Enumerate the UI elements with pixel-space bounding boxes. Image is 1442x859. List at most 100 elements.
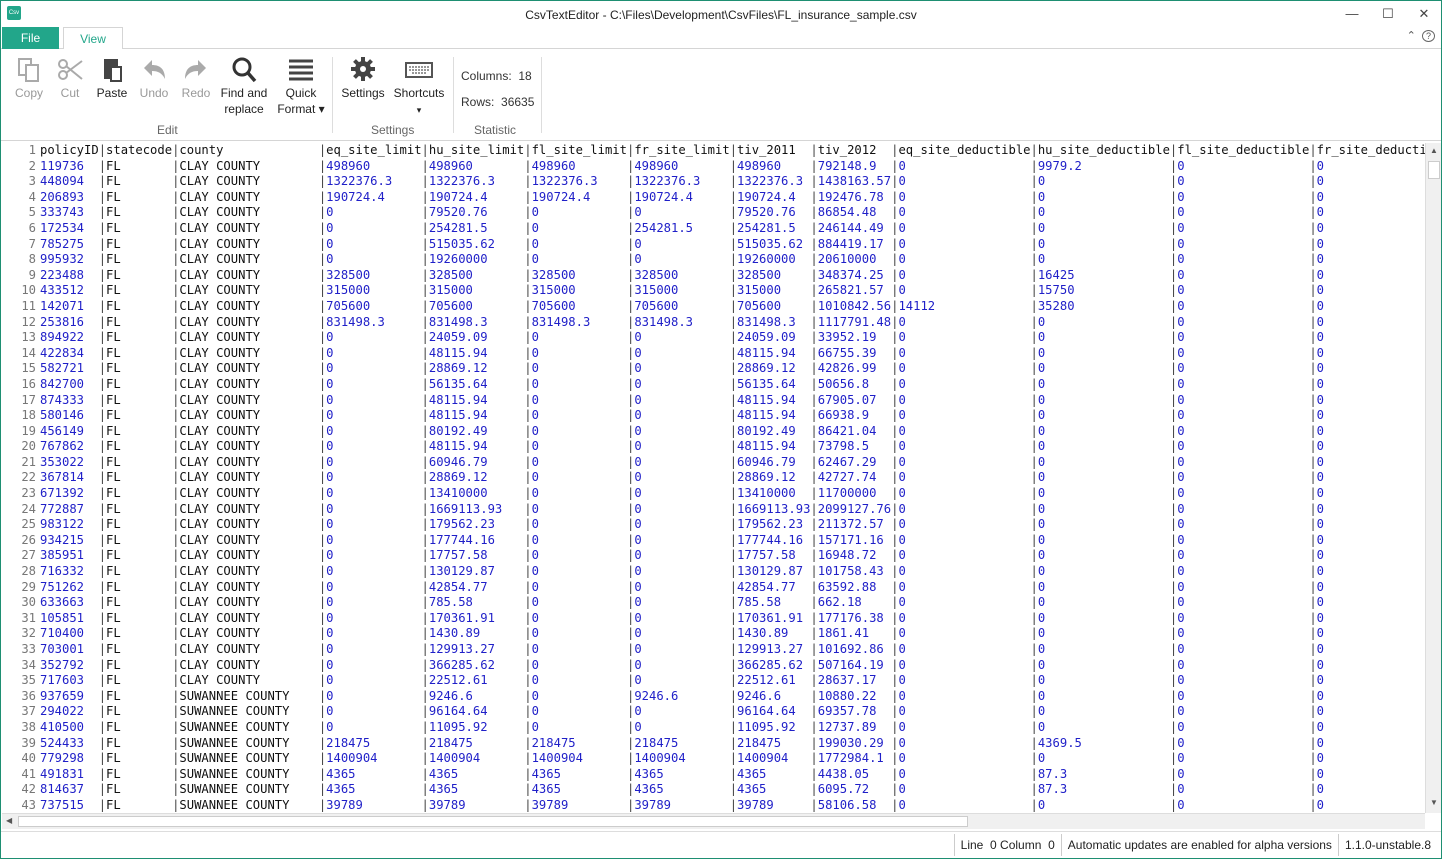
cell[interactable]: 1322376.3: [737, 174, 804, 189]
cell[interactable]: 0: [634, 392, 642, 407]
cell[interactable]: 0: [1177, 174, 1185, 189]
cell[interactable]: 0: [326, 220, 334, 235]
cell[interactable]: CLAY COUNTY: [179, 376, 261, 391]
cell[interactable]: 0: [531, 236, 539, 251]
cell[interactable]: FL: [106, 314, 121, 329]
cell[interactable]: 35280: [1037, 298, 1075, 313]
cell[interactable]: 0: [1177, 501, 1185, 516]
cell[interactable]: 328500: [634, 267, 679, 282]
cell[interactable]: 157171.16: [817, 532, 884, 547]
cell[interactable]: CLAY COUNTY: [179, 626, 261, 641]
cell[interactable]: 0: [1177, 673, 1185, 688]
cell[interactable]: 0: [1316, 189, 1324, 204]
cell[interactable]: 0: [1037, 501, 1046, 516]
cell[interactable]: CLAY COUNTY: [179, 439, 261, 454]
cell[interactable]: CLAY COUNTY: [179, 501, 261, 516]
cell[interactable]: 13410000: [737, 486, 796, 501]
cell[interactable]: 28869.12: [737, 470, 796, 485]
cell[interactable]: 0: [1316, 423, 1324, 438]
cell[interactable]: 4365: [531, 782, 561, 797]
cell[interactable]: 254281.5: [428, 220, 488, 235]
cell[interactable]: 0: [1177, 564, 1185, 579]
cell[interactable]: 48115.94: [737, 408, 796, 423]
cell[interactable]: 79520.76: [428, 205, 488, 220]
table-row[interactable]: 22 367814 | FL | CLAY COUNTY | 0 | 28869.12 | 0 | 0 | 2…: [2, 470, 1425, 486]
table-row[interactable]: 32 710400 | FL | CLAY COUNTY | 0 | 1430.89 | 0 | 0 | 14…: [2, 626, 1425, 642]
cell[interactable]: 0: [1316, 626, 1324, 641]
cell[interactable]: 366285.62: [737, 657, 804, 672]
cell[interactable]: CLAY COUNTY: [179, 267, 261, 282]
cell[interactable]: 0: [1037, 205, 1046, 220]
cell[interactable]: 0: [634, 501, 642, 516]
cell[interactable]: 0: [531, 376, 539, 391]
cell[interactable]: 0: [634, 423, 642, 438]
cell[interactable]: 80192.49: [737, 423, 796, 438]
table-row[interactable]: 3 448094 | FL | CLAY COUNTY | 1322376.3 | 1322376…: [2, 174, 1425, 190]
column-header[interactable]: county: [179, 143, 224, 157]
cell[interactable]: 87.3: [1037, 782, 1068, 797]
cell[interactable]: 0: [898, 267, 906, 282]
cell[interactable]: 56135.64: [428, 376, 488, 391]
cell[interactable]: 48115.94: [428, 439, 488, 454]
cell[interactable]: FL: [106, 423, 121, 438]
cell[interactable]: 0: [531, 392, 539, 407]
cell[interactable]: 39789: [634, 797, 671, 812]
table-row[interactable]: 2 119736 | FL | CLAY COUNTY | 498960 | 498960 | 498…: [2, 159, 1425, 175]
table-row[interactable]: 23 671392 | FL | CLAY COUNTY | 0 | 13410000 | 0 | 0 | 1…: [2, 486, 1425, 502]
cell[interactable]: FL: [106, 673, 121, 688]
cell[interactable]: 0: [531, 252, 539, 267]
cell[interactable]: 0: [531, 330, 539, 345]
cell[interactable]: 42727.74: [817, 470, 877, 485]
cell[interactable]: 507164.19: [817, 657, 884, 672]
cell[interactable]: 0: [326, 579, 334, 594]
cell[interactable]: 0: [1177, 719, 1185, 734]
cell[interactable]: 352792: [40, 657, 85, 672]
cell[interactable]: 48115.94: [428, 392, 488, 407]
cell[interactable]: 0: [898, 220, 906, 235]
cell[interactable]: 0: [1177, 688, 1185, 703]
cell[interactable]: 0: [1177, 782, 1185, 797]
cell[interactable]: 42854.77: [737, 579, 796, 594]
cell[interactable]: 792148.9: [817, 158, 877, 173]
cell[interactable]: 142071: [40, 298, 85, 313]
cell[interactable]: CLAY COUNTY: [179, 673, 261, 688]
cell[interactable]: 491831: [40, 766, 85, 781]
cell[interactable]: 0: [1037, 470, 1046, 485]
cell[interactable]: 0: [634, 345, 642, 360]
cell[interactable]: 0: [1177, 532, 1185, 547]
cell[interactable]: 172534: [40, 220, 85, 235]
cell[interactable]: 39789: [531, 797, 569, 812]
cell[interactable]: 0: [326, 719, 334, 734]
cell[interactable]: 192476.78: [817, 189, 884, 204]
cell[interactable]: 0: [531, 610, 539, 625]
cell[interactable]: 0: [898, 236, 906, 251]
cell[interactable]: 56135.64: [737, 376, 796, 391]
cell[interactable]: 315000: [531, 283, 576, 298]
column-header[interactable]: fl_site_limit: [531, 143, 627, 157]
table-row[interactable]: 35 717603 | FL | CLAY COUNTY | 0 | 22512.61 | 0 | 0 | 2…: [2, 673, 1425, 689]
cell[interactable]: SUWANNEE COUNTY: [179, 688, 290, 703]
cell[interactable]: 0: [1316, 751, 1324, 766]
cell[interactable]: 0: [634, 579, 642, 594]
cell[interactable]: 0: [1316, 517, 1324, 532]
cell[interactable]: 0: [531, 595, 539, 610]
cell[interactable]: 0: [1037, 189, 1046, 204]
cell[interactable]: 448094: [40, 174, 85, 189]
column-header[interactable]: eq_site_deductible: [898, 143, 1031, 157]
cell[interactable]: CLAY COUNTY: [179, 345, 261, 360]
cell[interactable]: 0: [1177, 439, 1185, 454]
cell[interactable]: 0: [634, 252, 642, 267]
cell[interactable]: CLAY COUNTY: [179, 174, 261, 189]
cell[interactable]: 0: [898, 595, 906, 610]
cell[interactable]: 1322376.3: [531, 174, 598, 189]
cell[interactable]: 28637.17: [817, 673, 877, 688]
cell[interactable]: 0: [1037, 688, 1046, 703]
table-row[interactable]: 26 934215 | FL | CLAY COUNTY | 0 | 177744.16 | 0 | 0 |…: [2, 533, 1425, 549]
shortcuts-dropdown[interactable]: Shortcuts ▾: [391, 55, 447, 117]
cell[interactable]: 0: [326, 688, 334, 703]
cell[interactable]: 130129.87: [428, 564, 495, 579]
cell[interactable]: 105851: [40, 610, 85, 625]
cell[interactable]: 0: [898, 579, 906, 594]
tab-view[interactable]: View: [63, 27, 123, 50]
cell[interactable]: 0: [1316, 439, 1324, 454]
